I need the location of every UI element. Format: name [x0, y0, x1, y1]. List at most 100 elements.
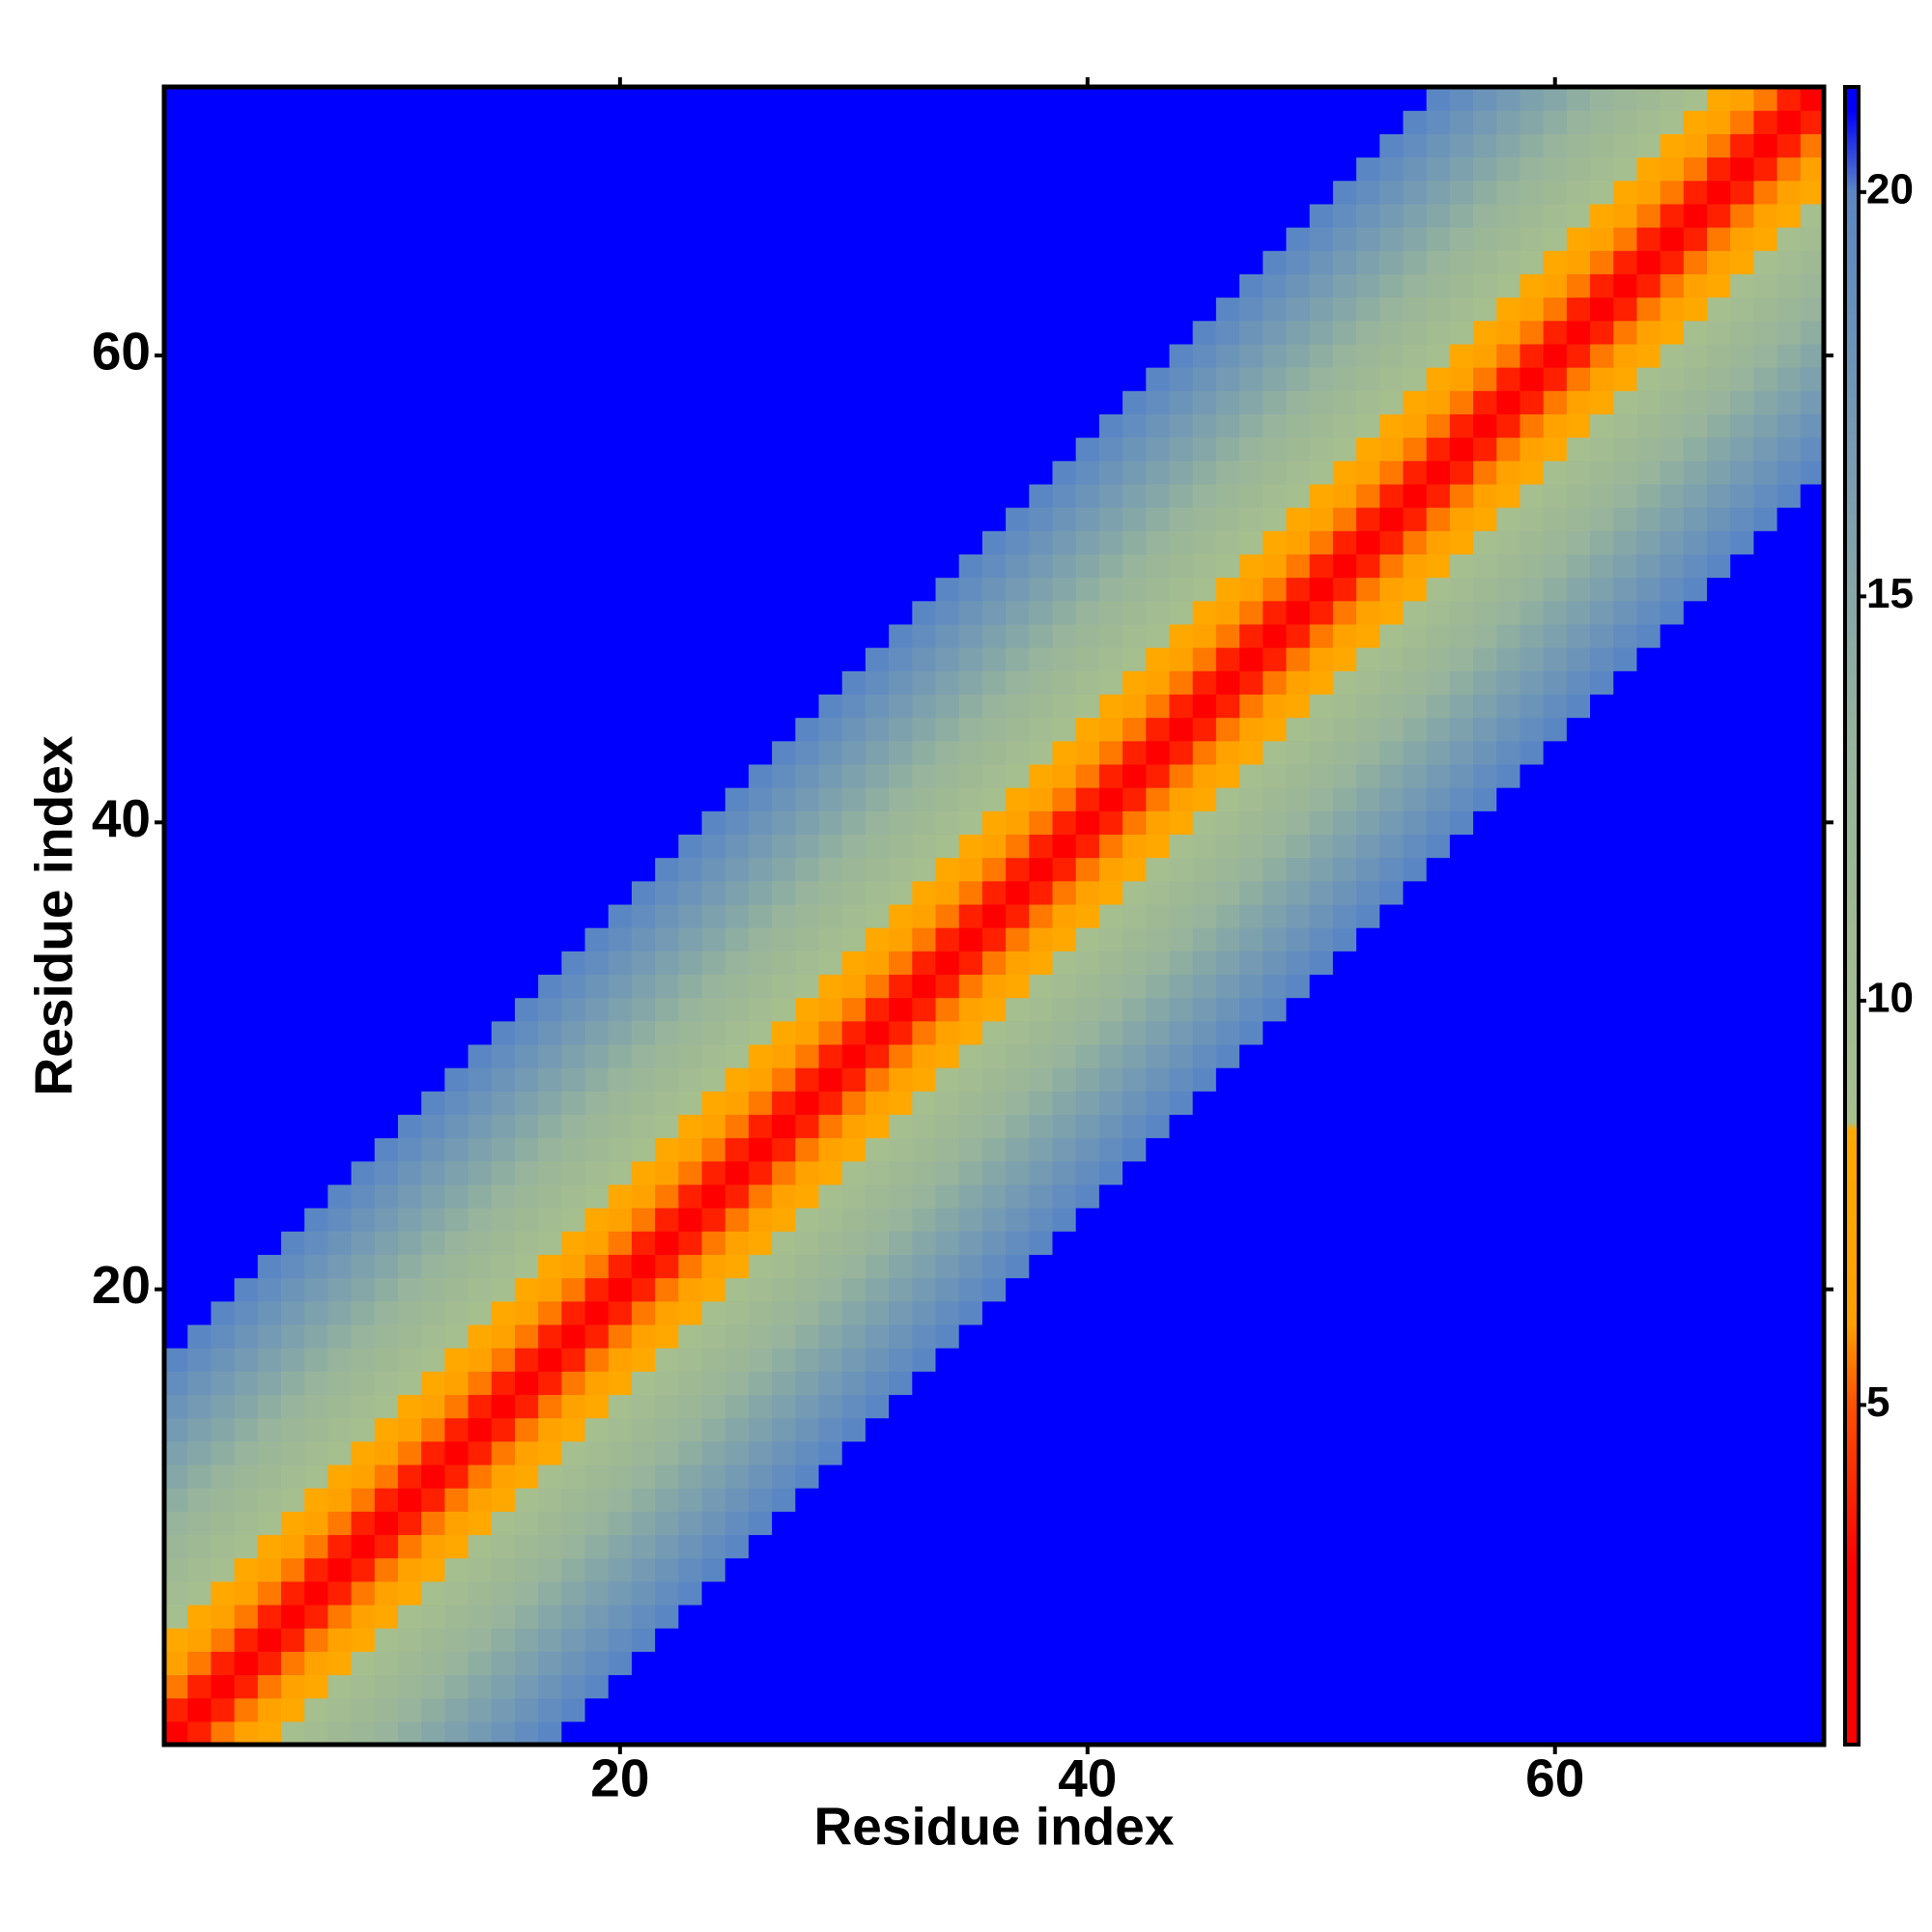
cell: [724, 1091, 750, 1116]
cell: [280, 530, 305, 554]
cell: [1263, 717, 1288, 742]
cell: [981, 250, 1007, 274]
cell: [1215, 717, 1240, 742]
cell: [374, 1511, 399, 1536]
cell: [1169, 250, 1194, 274]
cell: [584, 951, 610, 976]
cell: [1332, 1534, 1357, 1559]
cell: [1169, 1651, 1194, 1676]
cell: [795, 156, 820, 182]
cell: [444, 810, 469, 836]
cell: [1006, 1137, 1030, 1162]
cell: [748, 554, 773, 579]
cell: [1566, 367, 1591, 391]
cell: [748, 156, 773, 182]
cell: [211, 390, 236, 414]
cell: [374, 87, 399, 111]
cell: [818, 577, 843, 602]
cell: [444, 390, 469, 414]
cell: [584, 320, 610, 345]
cell: [748, 1043, 773, 1068]
cell: [724, 1043, 750, 1068]
cell: [1146, 717, 1171, 742]
cell: [981, 1183, 1007, 1208]
cell: [935, 273, 960, 298]
cell: [397, 1231, 422, 1256]
cell: [1379, 1300, 1405, 1325]
cell: [1426, 460, 1451, 485]
cell: [491, 1137, 516, 1162]
cell: [514, 227, 539, 251]
cell: [912, 577, 937, 602]
cell: [1449, 647, 1474, 671]
cell: [1239, 297, 1264, 322]
cell: [1683, 647, 1708, 671]
cell: [327, 390, 353, 414]
cell: [1098, 1231, 1123, 1256]
cell: [1006, 1697, 1030, 1722]
cell: [1707, 1231, 1731, 1256]
cell: [1426, 1604, 1451, 1629]
cell: [538, 1488, 562, 1512]
cell: [1566, 1628, 1591, 1652]
cell: [234, 110, 259, 134]
cell: [1356, 1720, 1380, 1746]
cell: [351, 297, 376, 322]
cell: [1239, 834, 1264, 859]
cell: [374, 927, 399, 952]
cell: [1356, 810, 1380, 836]
cell: [678, 1348, 703, 1372]
cell: [1683, 413, 1708, 439]
cell: [1052, 951, 1077, 976]
cell: [538, 1231, 562, 1256]
cell: [1122, 857, 1147, 882]
cell: [1753, 1371, 1778, 1396]
cell: [772, 180, 796, 205]
cell: [1263, 1580, 1288, 1605]
cell: [1613, 623, 1638, 648]
cell: [1356, 1043, 1380, 1068]
cell: [1590, 437, 1614, 462]
cell: [1029, 1604, 1054, 1629]
cell: [1122, 951, 1147, 976]
cell: [1473, 1323, 1497, 1349]
cell: [374, 297, 399, 322]
cell: [655, 1208, 679, 1232]
cell: [1075, 1277, 1100, 1302]
cell: [584, 1674, 610, 1699]
cell: [772, 203, 796, 228]
cell: [1379, 857, 1405, 882]
cell: [841, 227, 867, 251]
cell: [1566, 951, 1591, 976]
cell: [1215, 1534, 1240, 1559]
cell: [374, 1183, 399, 1208]
cell: [1403, 507, 1428, 531]
cell: [257, 1394, 282, 1419]
cell: [1683, 343, 1708, 368]
cell: [1146, 1371, 1171, 1396]
cell: [164, 343, 188, 368]
cell: [187, 227, 212, 251]
cell: [1683, 1183, 1708, 1208]
cell: [187, 133, 212, 158]
cell: [1636, 1020, 1662, 1045]
cell: [655, 1137, 679, 1162]
cell: [1146, 273, 1171, 298]
cell: [1683, 554, 1708, 579]
cell: [818, 1348, 843, 1372]
cell: [655, 1254, 679, 1279]
cell: [608, 1674, 633, 1699]
cell: [1098, 507, 1123, 531]
cell: [818, 1208, 843, 1232]
cell: [748, 1208, 773, 1232]
cell: [234, 903, 259, 928]
cell: [1800, 763, 1825, 788]
cell: [912, 320, 937, 345]
cell: [1613, 1651, 1638, 1676]
cell: [1075, 1720, 1100, 1746]
cell: [608, 1300, 633, 1325]
cell: [444, 600, 469, 625]
cell: [164, 460, 188, 485]
cell: [561, 227, 586, 251]
cell: [1660, 1371, 1685, 1396]
